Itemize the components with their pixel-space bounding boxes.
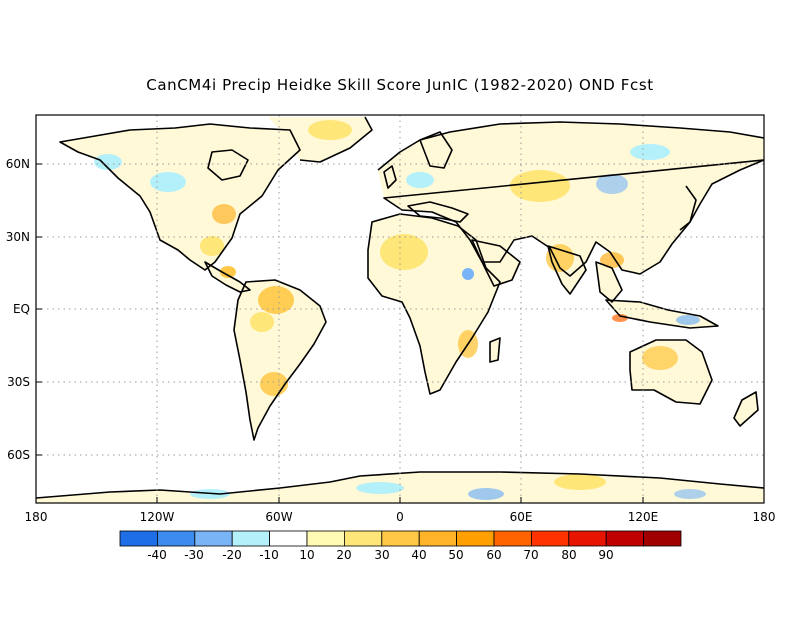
positive-skill-patch — [510, 170, 570, 202]
negative-skill-patch — [462, 268, 474, 280]
colorbar-label: 80 — [561, 548, 576, 562]
negative-skill-patch — [676, 315, 700, 325]
indonesia-coastline — [605, 299, 719, 329]
north-america-coastline — [59, 123, 301, 271]
colorbar-swatch — [381, 530, 420, 547]
positive-skill-patch — [212, 204, 236, 224]
negative-skill-patch — [356, 482, 404, 494]
lon-label-120w: 120W — [140, 510, 175, 524]
lon-label-120e: 120E — [628, 510, 659, 524]
lon-label-180e: 180 — [753, 510, 776, 524]
negative-skill-patch — [468, 488, 504, 500]
negative-skill-patch — [406, 172, 434, 188]
colorbar-label: 60 — [486, 548, 501, 562]
colorbar-label: 90 — [598, 548, 613, 562]
colorbar-swatch — [269, 530, 308, 547]
colorbar-label: 20 — [336, 548, 351, 562]
eurasia-fill — [378, 122, 764, 276]
coastline-layer — [36, 116, 764, 499]
colorbar-label: 70 — [523, 548, 538, 562]
map-area — [36, 115, 764, 503]
southeast-asia-coastline — [595, 261, 623, 303]
colorbar-swatch — [194, 530, 233, 547]
skill-patch-layer — [94, 120, 706, 500]
mediterranean-coastline — [407, 201, 469, 223]
colorbar-swatch — [306, 530, 345, 547]
scandinavia-coastline — [419, 131, 453, 169]
arabia-coastline — [471, 239, 521, 287]
map-title: CanCM4i Precip Heidke Skill Score JunIC … — [146, 76, 654, 94]
negative-skill-patch — [596, 174, 628, 194]
negative-skill-patch — [630, 144, 670, 160]
india-coastline — [547, 245, 587, 295]
positive-skill-patch — [554, 474, 606, 490]
positive-skill-patch — [308, 120, 352, 140]
colorbar-swatch — [568, 530, 607, 547]
lat-label-30s: 30S — [7, 375, 30, 389]
colorbar-swatch — [531, 530, 570, 547]
colorbar-labels: -40 -30 -20 -10 10 20 30 40 50 60 70 80 … — [147, 548, 613, 562]
negative-skill-patch — [674, 489, 706, 499]
colorbar-swatch — [456, 530, 495, 547]
new-zealand-coastline — [733, 391, 759, 427]
lon-label-60w: 60W — [265, 510, 292, 524]
greenland-coastline — [299, 116, 373, 163]
colorbar-swatch — [343, 530, 383, 547]
colorbar-label: -40 — [147, 548, 167, 562]
lat-label-60n: 60N — [6, 157, 30, 171]
positive-skill-patch — [642, 346, 678, 370]
lat-label-eq: EQ — [13, 302, 30, 316]
positive-skill-patch — [380, 234, 428, 270]
colorbar — [119, 530, 682, 547]
colorbar-label: 10 — [299, 548, 314, 562]
positive-skill-patch — [200, 236, 224, 256]
positive-skill-patch — [250, 312, 274, 332]
north-america-fill — [60, 124, 300, 270]
colorbar-swatch — [493, 530, 532, 547]
central-america-coastline — [204, 261, 251, 293]
colorbar-swatch — [605, 530, 645, 547]
hudson-bay-coastline — [207, 149, 249, 181]
graticule-layer — [36, 115, 764, 503]
australia-coastline — [629, 339, 713, 405]
southeast-asia-fill — [596, 262, 622, 302]
lon-label-0: 0 — [396, 510, 404, 524]
british-isles-coastline — [383, 165, 397, 189]
positive-skill-patch — [220, 266, 236, 278]
colorbar-swatch — [156, 530, 196, 547]
japan-coastline — [679, 185, 697, 231]
positive-skill-patch — [258, 286, 294, 314]
colorbar-label: -10 — [259, 548, 279, 562]
antarctica-coastline — [36, 471, 764, 499]
colorbar-label: 40 — [411, 548, 426, 562]
lon-label-60e: 60E — [510, 510, 533, 524]
colorbar-label: -30 — [184, 548, 204, 562]
colorbar-label: -20 — [222, 548, 242, 562]
madagascar-fill — [490, 338, 500, 362]
colorbar-swatch — [418, 530, 458, 547]
new-zealand-fill — [734, 392, 758, 426]
negative-skill-patch — [150, 172, 186, 192]
colorbar-label: 30 — [374, 548, 389, 562]
colorbar-label: 50 — [448, 548, 463, 562]
south-america-coastline — [233, 279, 327, 441]
colorbar-swatch — [231, 530, 270, 547]
positive-skill-patch — [260, 372, 288, 396]
negative-skill-patch — [94, 154, 122, 170]
colorbar-swatch — [643, 530, 682, 547]
arabia-fill — [472, 240, 520, 286]
lat-label-30n: 30N — [6, 230, 30, 244]
colorbar-swatch — [119, 530, 158, 547]
lat-label-60s: 60S — [7, 448, 30, 462]
madagascar-coastline — [489, 337, 501, 363]
lon-label-180w: 180 — [25, 510, 48, 524]
